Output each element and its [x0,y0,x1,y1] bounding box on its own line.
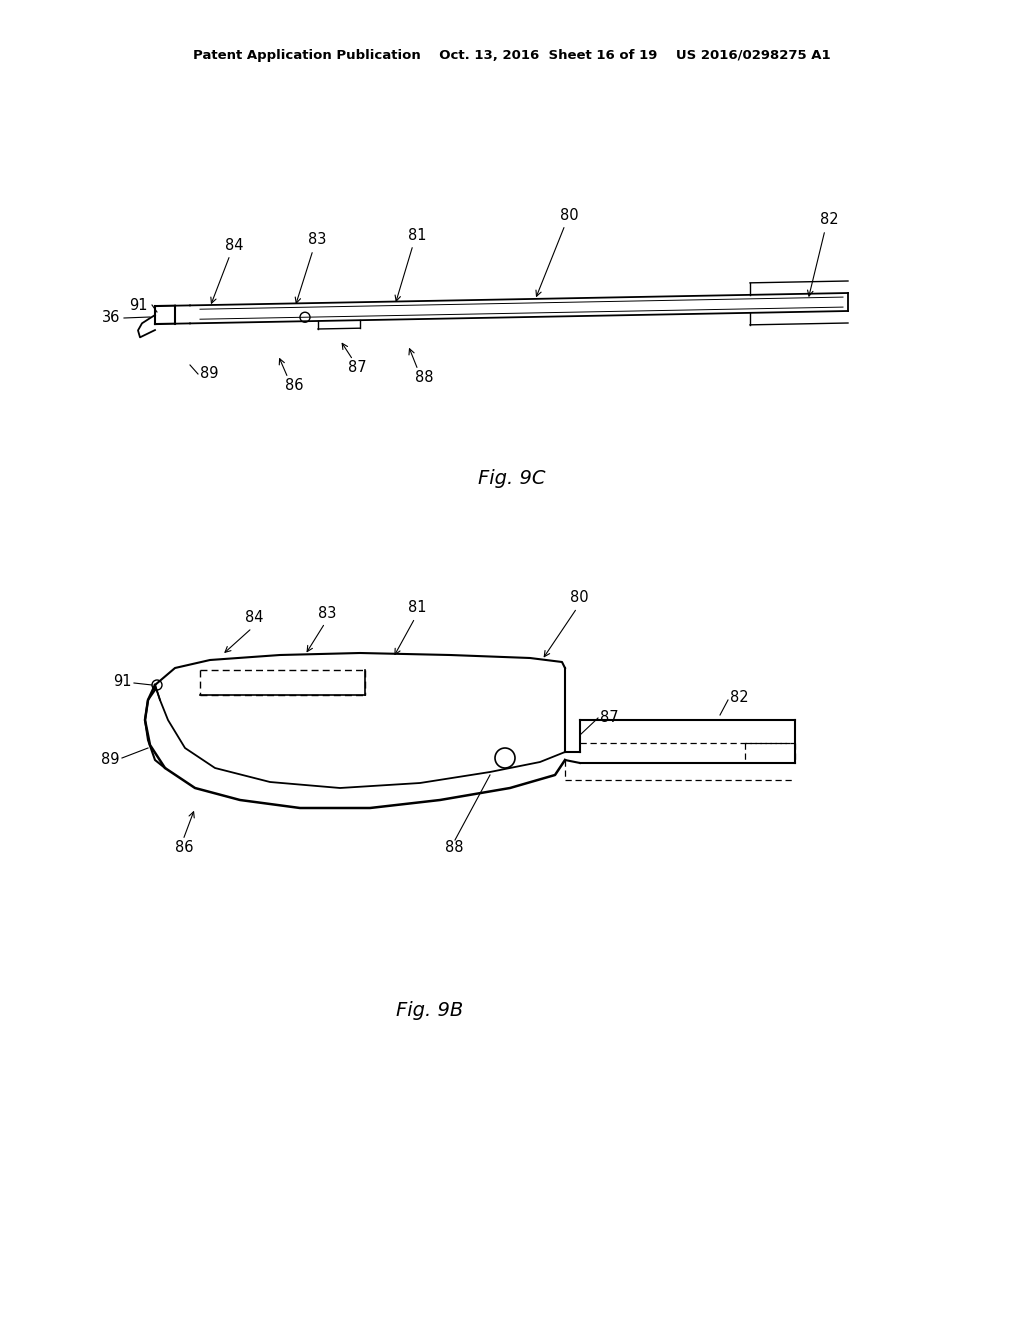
Text: 81: 81 [408,227,427,243]
Text: Patent Application Publication    Oct. 13, 2016  Sheet 16 of 19    US 2016/02982: Patent Application Publication Oct. 13, … [194,49,830,62]
Text: 89: 89 [101,752,120,767]
Text: 88: 88 [415,371,433,385]
Text: Fig. 9B: Fig. 9B [396,1001,464,1019]
Text: 87: 87 [348,360,367,375]
Text: 82: 82 [820,213,839,227]
Text: 84: 84 [225,238,244,252]
Text: 83: 83 [308,232,327,248]
Text: 84: 84 [245,610,263,626]
Text: 87: 87 [600,710,618,726]
Text: 91: 91 [114,675,132,689]
Text: 89: 89 [200,367,218,381]
Text: 36: 36 [101,310,120,326]
Text: 82: 82 [730,690,749,705]
Text: 86: 86 [175,841,194,855]
Text: 80: 80 [570,590,589,606]
Text: 80: 80 [560,207,579,223]
Text: 81: 81 [408,601,427,615]
Text: 91: 91 [129,297,148,313]
Text: 88: 88 [445,841,464,855]
Text: 83: 83 [318,606,336,620]
Text: Fig. 9C: Fig. 9C [478,469,546,487]
Text: 86: 86 [285,378,303,392]
